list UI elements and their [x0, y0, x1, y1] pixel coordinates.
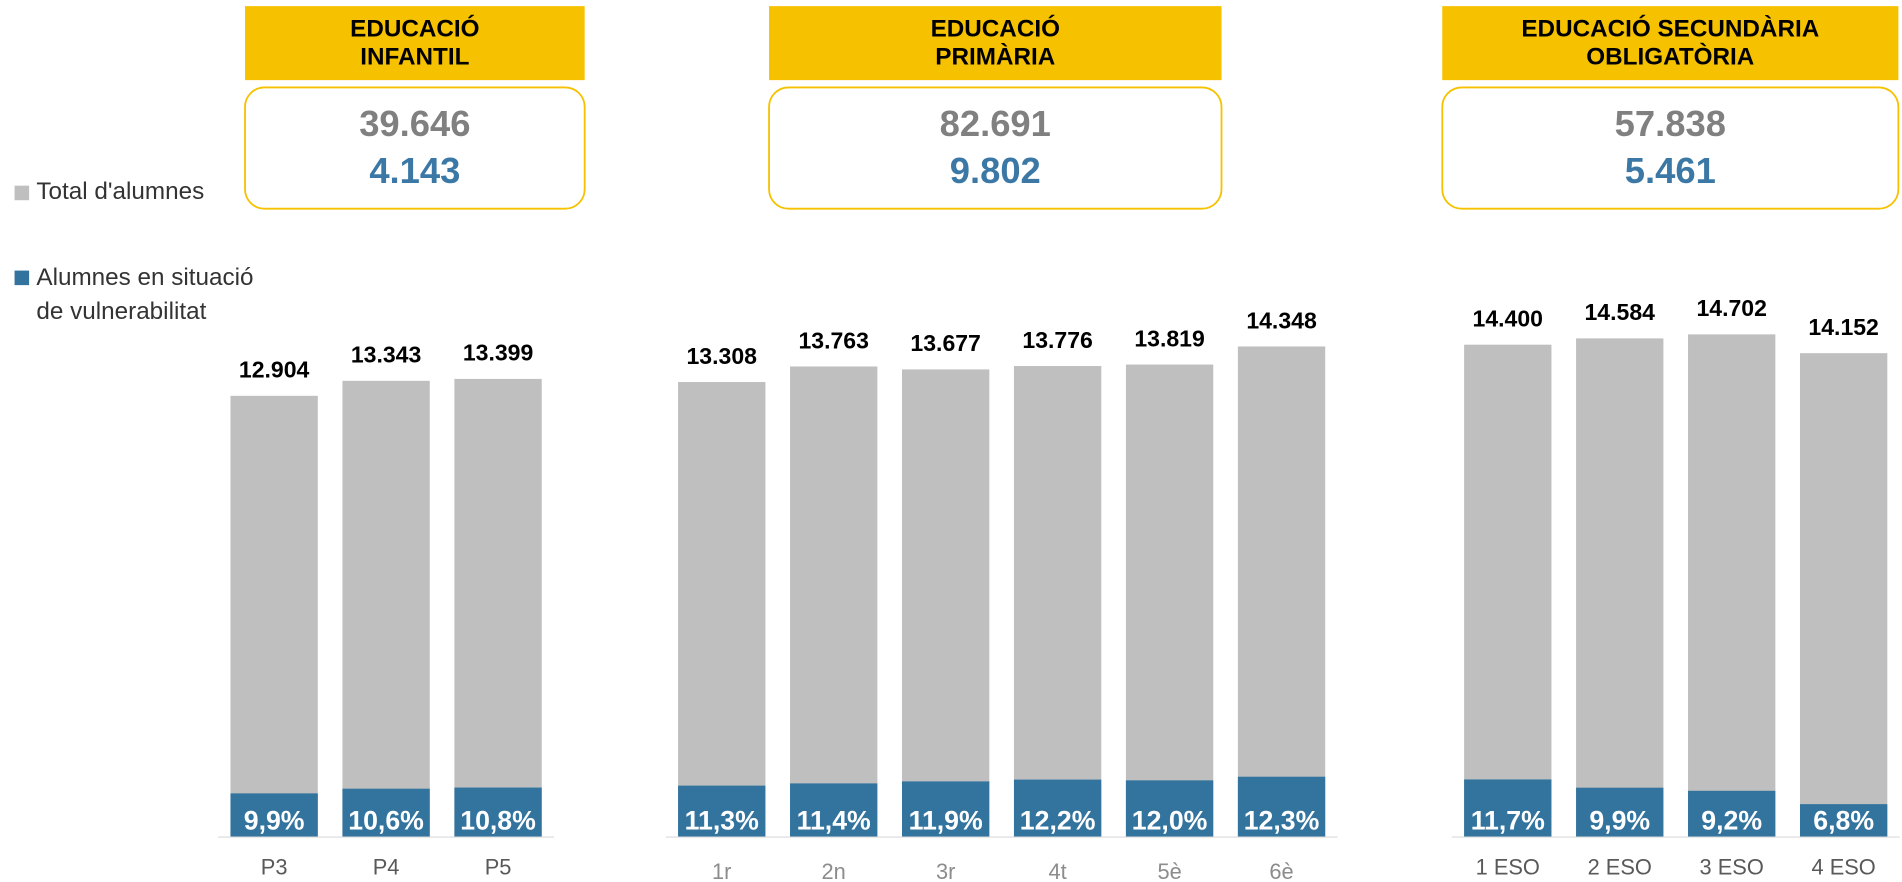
group-header — [769, 6, 1222, 81]
legend-label: Total d'alumnes — [36, 178, 205, 206]
vulnerable-label: 9,2% — [1701, 806, 1762, 836]
group-title: EDUCACIÓ PRIMÀRIA — [930, 15, 1060, 70]
vulnerable-label: 12,2% — [1020, 806, 1096, 836]
vulnerable-label: 9,9% — [1589, 806, 1650, 836]
vulnerable-label: 10,8% — [460, 806, 536, 836]
total-label: 13.308 — [687, 343, 758, 369]
vulnerable-bar — [1464, 779, 1552, 838]
total-bar — [1576, 338, 1664, 838]
total-label: 14.152 — [1808, 314, 1878, 340]
x-tick-label: P3 — [261, 854, 288, 879]
group-title-box: EDUCACIÓ PRIMÀRIA — [930, 15, 1060, 70]
total-bar — [1013, 366, 1102, 838]
vulnerable-bar — [678, 785, 766, 838]
total-bar — [1464, 344, 1552, 838]
vulnerable-label: 10,6% — [348, 806, 424, 836]
x-tick-label: 4t — [1049, 859, 1067, 882]
vulnerable-label: 11,9% — [909, 806, 983, 836]
vulnerable-label: 12,0% — [1132, 806, 1208, 836]
total-label: 14.400 — [1473, 306, 1543, 332]
vulnerable-label: 9,9% — [244, 806, 305, 836]
x-tick-label: 3 ESO — [1700, 854, 1764, 879]
total-label: 13.819 — [1134, 325, 1204, 351]
vulnerable-bar — [1799, 804, 1888, 838]
summary-total: 82.691 — [940, 103, 1051, 144]
legend-swatch — [14, 270, 30, 286]
summary-total: 57.838 — [1615, 103, 1726, 144]
vulnerable-label: 11,3% — [685, 806, 759, 836]
summary-vulnerable: 4.143 — [369, 150, 460, 191]
total-bar — [790, 366, 878, 838]
total-label: 13.343 — [351, 342, 421, 368]
total-bar — [230, 395, 318, 838]
summary-vulnerable: 9.802 — [950, 150, 1041, 191]
x-tick-label: 1 ESO — [1476, 854, 1540, 879]
vulnerable-bar — [1237, 776, 1326, 838]
vulnerable-bar — [342, 788, 430, 838]
vulnerable-bar — [230, 793, 318, 838]
summary-box — [244, 86, 586, 210]
vulnerable-label: 11,7% — [1471, 806, 1545, 836]
total-bar — [1799, 353, 1888, 838]
legend-label: Alumnes en situació de vulnerabilitat — [36, 264, 254, 326]
x-tick-label: 5è — [1157, 859, 1181, 882]
total-label: 13.399 — [463, 340, 533, 366]
total-bar — [342, 380, 430, 838]
x-tick-label: P4 — [373, 854, 400, 879]
vulnerable-bar — [454, 787, 542, 838]
group-title-box: EDUCACIÓ INFANTIL — [350, 15, 480, 70]
total-label: 14.702 — [1696, 295, 1766, 321]
x-tick-label: 2n — [822, 859, 846, 882]
x-tick-label: 6è — [1269, 859, 1293, 882]
group-header — [245, 6, 585, 81]
x-tick-label: 1r — [712, 859, 731, 882]
vulnerable-label: 12,3% — [1244, 806, 1320, 836]
vulnerable-bar — [901, 781, 990, 838]
legend-label-box: Alumnes en situació de vulnerabilitat — [36, 264, 254, 326]
x-tick-label: P5 — [485, 854, 512, 879]
x-tick-label: 3r — [936, 859, 955, 882]
x-tick-label: 4 ESO — [1811, 854, 1875, 879]
summary-box — [768, 86, 1223, 210]
total-bar — [454, 378, 542, 838]
summary-box — [1441, 86, 1900, 210]
summary-total: 39.646 — [359, 103, 470, 144]
vulnerable-bar — [1688, 790, 1776, 838]
total-label: 13.763 — [798, 327, 868, 353]
legend-swatch — [14, 185, 30, 201]
total-label: 14.348 — [1246, 307, 1317, 333]
group-title-box: EDUCACIÓ SECUNDÀRIA OBLIGATÒRIA — [1521, 15, 1820, 70]
total-label: 13.776 — [1022, 327, 1092, 353]
total-label: 13.677 — [910, 330, 980, 356]
group-title: EDUCACIÓ SECUNDÀRIA OBLIGATÒRIA — [1521, 15, 1820, 70]
group-header — [1442, 6, 1899, 81]
x-tick-label: 2 ESO — [1588, 854, 1652, 879]
total-bar — [1688, 334, 1776, 838]
legend-label-box: Total d'alumnes — [36, 178, 205, 206]
vulnerable-bar — [1013, 779, 1102, 838]
total-label: 14.584 — [1585, 299, 1656, 325]
total-label: 12.904 — [239, 357, 310, 383]
vulnerable-bar — [790, 783, 878, 838]
total-bar — [1125, 364, 1214, 838]
total-bar — [678, 382, 766, 838]
total-bar — [1237, 346, 1326, 838]
summary-vulnerable: 5.461 — [1625, 150, 1716, 191]
vulnerable-label: 6,8% — [1813, 806, 1874, 836]
vulnerable-bar — [1576, 787, 1664, 838]
vulnerable-label: 11,4% — [797, 806, 871, 836]
group-title: EDUCACIÓ INFANTIL — [350, 15, 480, 70]
total-bar — [901, 369, 990, 838]
vulnerable-bar — [1125, 780, 1214, 838]
